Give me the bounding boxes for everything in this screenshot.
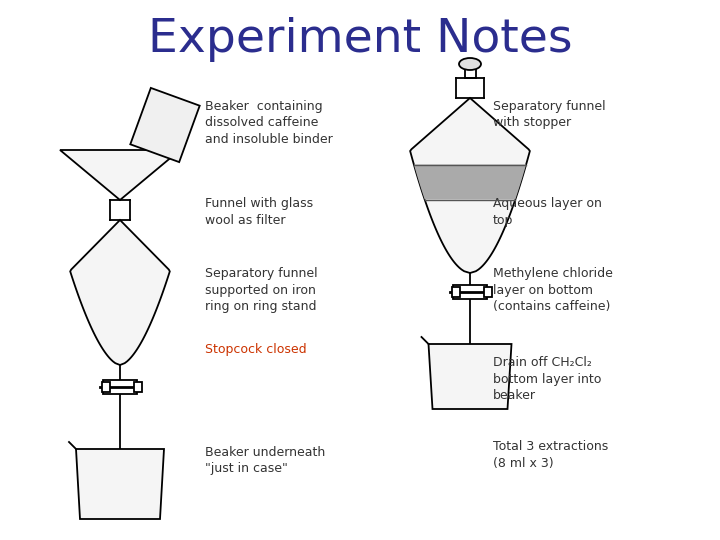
Polygon shape (76, 449, 164, 519)
Text: Total 3 extractions
(8 ml x 3): Total 3 extractions (8 ml x 3) (493, 440, 608, 470)
FancyBboxPatch shape (134, 382, 142, 392)
FancyBboxPatch shape (103, 380, 137, 394)
Text: Experiment Notes: Experiment Notes (148, 17, 572, 63)
Ellipse shape (459, 58, 481, 70)
Text: Aqueous layer on
top: Aqueous layer on top (493, 197, 602, 227)
Text: Methylene chloride
layer on bottom
(contains caffeine): Methylene chloride layer on bottom (cont… (493, 267, 613, 313)
FancyBboxPatch shape (453, 285, 487, 299)
Polygon shape (428, 344, 511, 409)
Polygon shape (71, 220, 170, 365)
FancyBboxPatch shape (102, 382, 110, 392)
Polygon shape (60, 150, 180, 200)
Text: Separatory funnel
supported on iron
ring on ring stand: Separatory funnel supported on iron ring… (205, 267, 318, 313)
Text: Beaker underneath
"just in case": Beaker underneath "just in case" (205, 446, 325, 475)
FancyBboxPatch shape (484, 287, 492, 297)
Text: Stopcock closed: Stopcock closed (205, 343, 307, 356)
Polygon shape (130, 88, 199, 162)
Text: Beaker  containing
dissolved caffeine
and insoluble binder: Beaker containing dissolved caffeine and… (205, 100, 333, 146)
Text: Drain off CH₂Cl₂
bottom layer into
beaker: Drain off CH₂Cl₂ bottom layer into beake… (493, 356, 602, 402)
Polygon shape (410, 98, 530, 273)
Text: Separatory funnel
with stopper: Separatory funnel with stopper (493, 100, 606, 130)
FancyBboxPatch shape (452, 287, 460, 297)
Polygon shape (414, 165, 526, 199)
Text: Funnel with glass
wool as filter: Funnel with glass wool as filter (205, 197, 313, 227)
